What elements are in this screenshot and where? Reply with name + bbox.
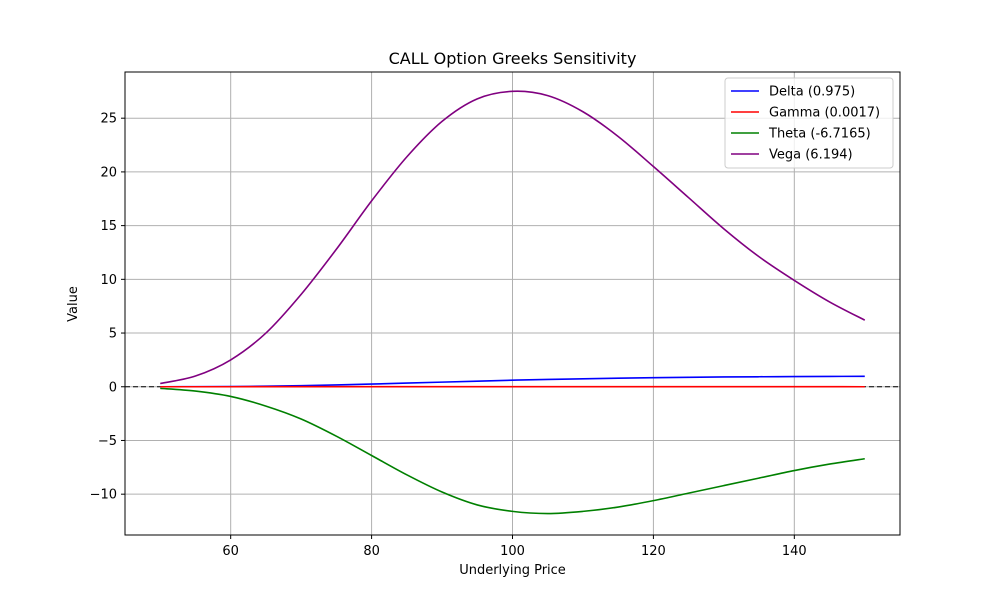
y-tick-label: 5: [109, 327, 117, 342]
series-lines: [160, 90, 866, 515]
x-tick-label: 120: [641, 544, 666, 559]
x-tick-label: 60: [222, 544, 239, 559]
legend-label-vega: Vega (6.194): [769, 148, 853, 163]
x-tick-label: 140: [782, 544, 807, 559]
axis-ticks: 60 80 100 120 140 −10 −5 0 5 10 15 20 25: [90, 112, 807, 559]
y-tick-label: 15: [100, 219, 117, 234]
x-tick-label: 100: [500, 544, 525, 559]
y-tick-label: −10: [90, 488, 117, 503]
y-tick-label: −5: [98, 434, 117, 449]
y-tick-label: 10: [100, 273, 117, 288]
x-tick-label: 80: [363, 544, 380, 559]
legend-box: [724, 77, 894, 169]
legend: Delta (0.975) Gamma (0.0017) Theta (-6.716…: [724, 77, 894, 169]
y-tick-label: 0: [109, 380, 117, 395]
y-axis-label: Value: [66, 286, 81, 322]
theta-line: [160, 387, 865, 515]
legend-label-delta: Delta (0.975): [769, 85, 855, 100]
legend-label-gamma: Gamma (0.0017): [769, 106, 880, 121]
chart-title: CALL Option Greeks Sensitivity: [389, 49, 637, 68]
legend-label-theta: Theta (-6.7165): [768, 127, 871, 142]
vega-line: [160, 90, 866, 385]
y-tick-label: 25: [100, 112, 117, 127]
y-tick-label: 20: [100, 165, 117, 180]
x-axis-label: Underlying Price: [459, 563, 566, 578]
